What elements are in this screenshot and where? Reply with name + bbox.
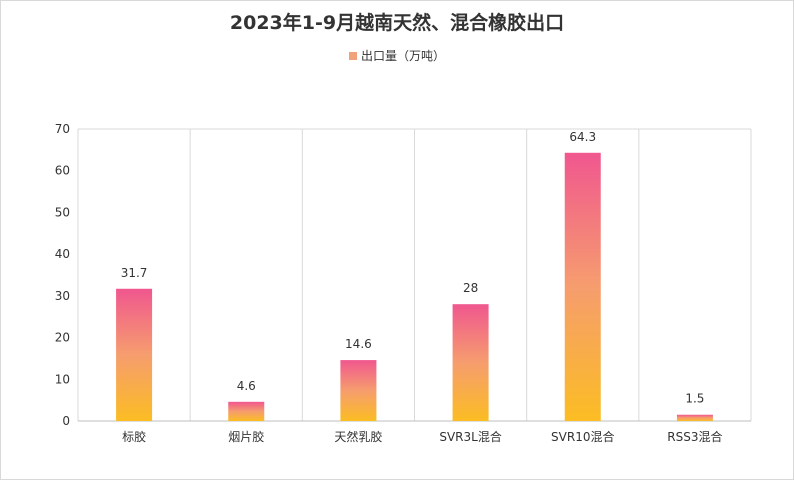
x-tick-label: SVR3L混合	[439, 429, 502, 444]
x-tick-label: 天然乳胶	[334, 429, 382, 444]
y-tick-label: 60	[55, 164, 70, 178]
y-tick-label: 50	[55, 205, 70, 219]
y-tick-label: 30	[55, 289, 70, 303]
data-label: 64.3	[569, 130, 596, 144]
x-tick-label: 烟片胶	[228, 429, 264, 444]
data-label: 28	[463, 281, 478, 295]
data-label: 14.6	[345, 337, 372, 351]
x-tick-label: RSS3混合	[667, 429, 722, 444]
data-label: 1.5	[685, 392, 704, 406]
y-tick-label: 10	[55, 372, 70, 386]
legend-swatch	[348, 52, 357, 60]
plot-area: 0 10 20 30 40 50 60 70 31.7 标胶 4.6 烟片胶 14.6 天然乳胶 28 SVR…	[55, 122, 752, 444]
bar	[116, 288, 153, 421]
chart-legend[interactable]: 出口量（万吨）	[0, 47, 794, 64]
y-tick-label: 0	[62, 414, 70, 428]
data-label: 4.6	[237, 379, 256, 393]
legend-label: 出口量（万吨）	[360, 49, 445, 63]
x-tick-label: SVR10混合	[551, 429, 614, 444]
bar	[452, 304, 489, 421]
bar	[228, 401, 265, 421]
y-tick-label: 20	[55, 331, 70, 345]
y-tick-label: 40	[55, 247, 70, 261]
bar	[676, 414, 713, 421]
x-tick-label: 标胶	[122, 429, 146, 444]
bar	[564, 152, 601, 421]
chart-title: 2023年1-9月越南天然、混合橡胶出口	[229, 12, 565, 34]
y-tick-label: 70	[55, 122, 70, 136]
bar	[340, 360, 377, 421]
data-label: 31.7	[121, 266, 148, 280]
